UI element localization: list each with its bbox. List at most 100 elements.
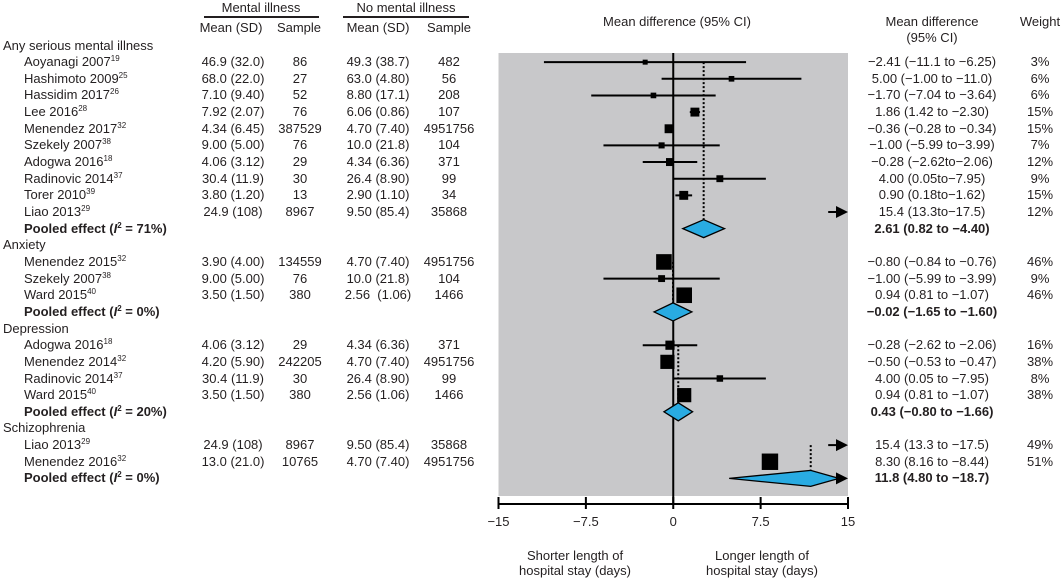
heterogeneity-superscript: 2: [117, 470, 122, 480]
xlabel-left-line1: Shorter length of: [526, 548, 624, 563]
study-label: Ward 201540: [24, 387, 96, 403]
study-name: Radinovic 2014: [24, 370, 114, 386]
study-label: Liao 201329: [24, 437, 90, 453]
mi-mean-sd-cell: 3.90 (4.00): [201, 253, 265, 269]
pooled-effect-label: Pooled effect (I2 = 0%): [24, 470, 160, 486]
nomi-sample-cell: 104: [438, 137, 460, 153]
mean-difference-cell: −1.00 (−5.99 to−3.99): [869, 137, 995, 153]
x-tick-label: 0: [669, 514, 677, 529]
study-reference: 38: [102, 137, 111, 147]
pooled-mean-difference-cell: 2.61 (0.82 to −4.40): [874, 220, 990, 236]
nomi-mean-sd-cell: 49.3 (38.7): [346, 54, 410, 70]
mi-sample-cell: 8967: [285, 437, 315, 453]
study-label: Menendez 201632: [24, 454, 126, 470]
mi-mean-sd-cell: 24.9 (108): [203, 204, 263, 219]
study-label: Szekely 200738: [24, 137, 111, 153]
study-point-square: [676, 287, 693, 304]
nomi-sample-cell: 4951756: [423, 120, 475, 136]
xlabel-left-line2: hospital stay (days): [519, 563, 631, 578]
mean-difference-cell: 0.94 (0.81 to −1.07): [875, 287, 989, 303]
nomi-sample-cell: 4951756: [423, 253, 475, 269]
mi-mean-sd-cell: 9.00 (5.00): [201, 270, 265, 286]
mean-difference-cell: 8.30 (8.16 to −8.44): [875, 453, 989, 469]
mi-mean-sd-cell: 46.9 (32.0): [201, 54, 265, 70]
header-nomi-sample: Sample: [426, 20, 472, 35]
pooled-label-prefix: Pooled effect (: [24, 403, 114, 419]
study-point-square: [716, 375, 724, 382]
nomi-mean-sd-cell: 4.70 (7.40): [346, 353, 410, 369]
study-point-square: [658, 275, 666, 283]
nomi-sample-cell: 35868: [430, 437, 468, 453]
study-point-square: [650, 92, 657, 99]
mean-difference-cell: −1.00 (−5.99 to −3.99): [867, 270, 997, 286]
study-reference: 28: [78, 104, 88, 114]
mi-mean-sd-cell: 30.4 (11.9): [202, 170, 264, 186]
heterogeneity-symbol: I: [113, 403, 118, 419]
study-point-square: [666, 158, 674, 167]
nomi-sample-cell: 1466: [434, 387, 464, 403]
study-name: Hassidim 2017: [24, 87, 110, 103]
header-mean-difference: Mean difference: [885, 14, 979, 29]
nomi-mean-sd-cell: 4.34 (6.36): [346, 154, 410, 170]
mean-difference-cell: −0.80 (−0.84 to −0.76): [867, 253, 997, 269]
pooled-effect-label: Pooled effect (I2 = 20%): [24, 404, 167, 420]
study-label: Menendez 201432: [24, 354, 126, 370]
mi-mean-sd-cell: 4.06 (3.12): [201, 337, 265, 353]
weight-cell: 15%: [1026, 120, 1054, 136]
heterogeneity-symbol: I: [113, 470, 118, 486]
nomi-mean-sd-cell: 10.0 (21.8): [346, 270, 410, 286]
weight-cell: 15%: [1026, 104, 1054, 120]
plot-title: Mean difference (95% CI): [603, 14, 751, 29]
nomi-mean-sd-cell: 4.70 (7.40): [346, 253, 410, 269]
mi-sample-cell: 8967: [285, 204, 315, 219]
study-name: Liao 2013: [24, 437, 82, 453]
weight-cell: 6%: [1030, 87, 1050, 103]
study-label: Ward 201540: [24, 287, 96, 303]
mi-mean-sd-cell: 3.50 (1.50): [201, 287, 265, 303]
nomi-mean-sd-cell: 26.4 (8.90): [346, 170, 410, 186]
mi-mean-sd-cell: 4.06 (3.12): [201, 154, 265, 170]
nomi-mean-sd-cell: 4.70 (7.40): [346, 453, 410, 469]
study-label: Radinovic 201437: [24, 171, 123, 187]
study-point-square: [716, 175, 724, 183]
heterogeneity-symbol: I: [113, 303, 118, 319]
nomi-sample-cell: 107: [438, 104, 460, 120]
mean-difference-cell: 15.4 (13.3to−17.5): [878, 204, 986, 219]
mi-sample-cell: 242205: [278, 353, 322, 369]
study-name: Szekely 2007: [24, 270, 103, 286]
study-label: Hassidim 201726: [24, 87, 119, 103]
study-point-square: [660, 354, 675, 369]
study-name: Liao 2013: [24, 204, 82, 219]
weight-cell: 9%: [1030, 170, 1050, 186]
header-underline-mental-illness: [204, 16, 319, 18]
weight-cell: 7%: [1030, 137, 1050, 153]
x-tick-label: −15: [487, 514, 510, 529]
heterogeneity-value: = 71%): [121, 220, 167, 236]
xlabel-right-line2: hospital stay (days): [706, 563, 818, 578]
nomi-sample-cell: 371: [438, 337, 460, 353]
study-reference: 32: [117, 353, 127, 363]
weight-cell: 8%: [1030, 370, 1050, 386]
pooled-label-prefix: Pooled effect (: [24, 470, 114, 486]
header-underline-no-mental-illness: [343, 16, 469, 18]
header-no-mental-illness: No mental illness: [356, 0, 456, 15]
study-reference: 32: [117, 453, 127, 463]
study-name: Szekely 2007: [24, 137, 103, 153]
study-label: Radinovic 201437: [24, 371, 123, 387]
study-label: Szekely 200738: [24, 271, 111, 287]
nomi-mean-sd-cell: 4.70 (7.40): [346, 120, 410, 136]
pooled-effect-label: Pooled effect (I2 = 71%): [24, 221, 167, 237]
nomi-mean-sd-cell: 4.34 (6.36): [346, 337, 410, 353]
mi-sample-cell: 30: [292, 370, 308, 386]
study-point-square: [761, 453, 779, 470]
mi-mean-sd-cell: 9.00 (5.00): [201, 137, 265, 153]
mean-difference-cell: −0.28 (−2.62 to −2.06): [867, 337, 997, 353]
mi-sample-cell: 380: [289, 387, 311, 403]
study-name: Torer 2010: [24, 187, 87, 203]
nomi-sample-cell: 35868: [430, 204, 468, 219]
heterogeneity-superscript: 2: [117, 220, 122, 230]
mean-difference-cell: 5.00 (−1.00 to −11.0): [871, 70, 993, 86]
xlabel-right-line1: Longer length of: [715, 548, 809, 563]
